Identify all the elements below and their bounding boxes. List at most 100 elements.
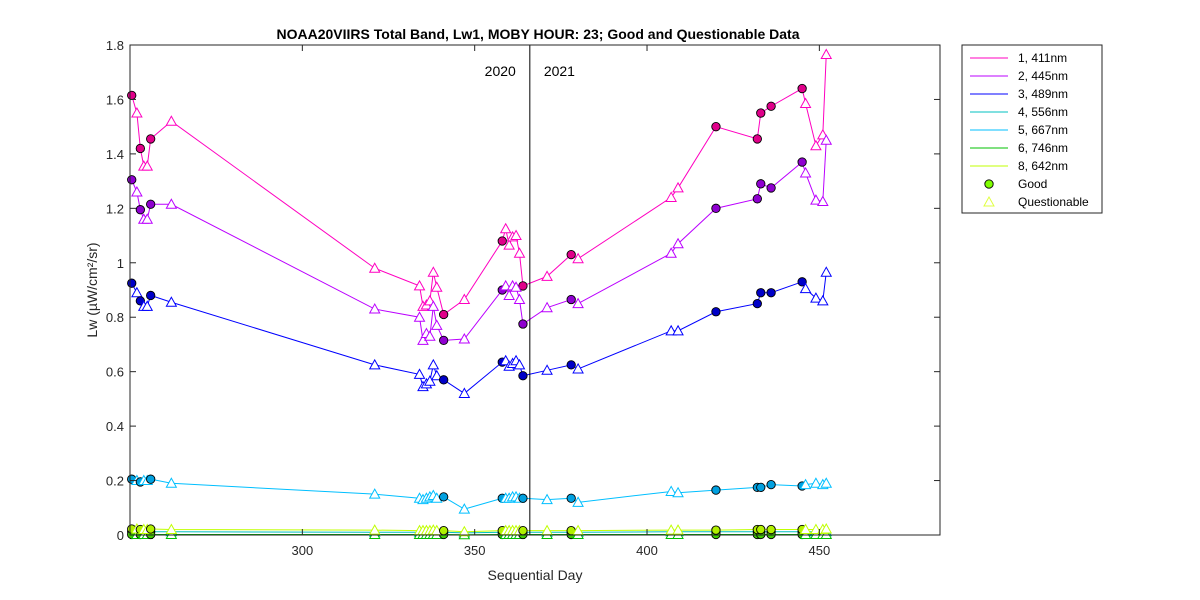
questionable-point [427, 358, 440, 370]
good-point [127, 90, 137, 101]
questionable-point [499, 222, 512, 234]
questionable-point [131, 286, 143, 298]
good-point [518, 371, 528, 381]
good-point [756, 108, 766, 118]
questionable-point [816, 195, 829, 207]
y-tick-label: 1 [117, 256, 124, 271]
questionable-point [665, 485, 677, 496]
good-point [135, 143, 145, 154]
y-tick-label: 1.8 [106, 38, 124, 53]
good-point [518, 319, 528, 329]
y-tick-label: 0.8 [106, 310, 124, 325]
good-point [797, 157, 807, 167]
questionable-point [458, 332, 471, 344]
good-point [518, 493, 528, 503]
good-point [711, 307, 721, 317]
questionable-point [413, 311, 426, 322]
good-point [797, 83, 807, 94]
legend-label-2: 2, 445nm [1018, 69, 1068, 83]
questionable-point [810, 194, 822, 205]
good-point [146, 474, 156, 484]
questionable-point [810, 139, 822, 151]
good-point [439, 375, 449, 385]
questionable-point [513, 293, 526, 305]
questionable-point [141, 160, 154, 171]
questionable-point [820, 522, 833, 534]
legend-items: 1, 411nm 2, 445nm 3, 489nm 4, 556nm 5, 667nm… [970, 51, 1089, 209]
questionable-point [799, 523, 812, 535]
questionable-point [165, 296, 178, 307]
y-tick-label: 1.4 [106, 147, 124, 162]
good-point [756, 288, 766, 298]
questionable-point [820, 48, 833, 60]
plot-area [130, 45, 940, 535]
good-point [146, 134, 156, 144]
questionable-point [541, 301, 553, 313]
good-point [566, 360, 576, 370]
good-point [756, 179, 766, 189]
legend-marker-questionable [983, 195, 995, 207]
questionable-point [368, 262, 381, 273]
questionable-point [499, 279, 512, 291]
legend-label-good: Good [1018, 177, 1047, 191]
good-point [711, 485, 721, 495]
x-tick-label: 300 [291, 543, 313, 558]
questionable-point [424, 330, 436, 341]
questionable-point [458, 387, 471, 398]
good-point [766, 479, 776, 490]
questionable-point [541, 270, 553, 281]
good-point [756, 482, 766, 493]
plot-frame [129, 44, 941, 536]
good-point [127, 278, 137, 288]
questionable-point [541, 493, 553, 505]
legend-label-3: 3, 489nm [1018, 87, 1068, 101]
good-point [766, 524, 776, 535]
questionable-point [424, 375, 436, 386]
y-tick-label: 0.2 [106, 474, 124, 489]
questionable-point [799, 478, 812, 490]
questionable-point [165, 477, 178, 488]
legend-label-6: 6, 746nm [1018, 141, 1068, 155]
questionable-point [820, 134, 833, 145]
questionable-point [799, 282, 812, 294]
chart-title: NOAA20VIIRS Total Band, Lw1, MOBY HOUR: … [277, 26, 800, 42]
questionable-point [799, 97, 812, 109]
good-point [518, 525, 528, 536]
questionable-point [820, 477, 833, 488]
good-point [127, 175, 137, 185]
questionable-point [368, 524, 381, 535]
questionable-point [513, 247, 526, 258]
good-point [766, 183, 776, 193]
questionable-point [131, 107, 143, 118]
legend: 1, 411nm 2, 445nm 3, 489nm 4, 556nm 5, 667nm… [961, 44, 1103, 214]
questionable-point [665, 324, 677, 336]
questionable-point [458, 503, 471, 514]
good-point [752, 134, 762, 144]
x-axis-label: Sequential Day [488, 567, 583, 583]
good-point [566, 249, 576, 260]
questionable-point [458, 525, 471, 537]
questionable-point [413, 368, 426, 379]
questionable-point [810, 477, 822, 488]
questionable-point [816, 294, 829, 306]
good-point [711, 122, 721, 132]
questionable-point [503, 239, 515, 250]
legend-label-1: 1, 411nm [1018, 51, 1067, 65]
questionable-point [572, 252, 584, 264]
questionable-point [810, 523, 822, 535]
questionable-point [572, 362, 584, 374]
good-point [497, 236, 507, 246]
y-tick-label: 0 [117, 528, 124, 543]
questionable-point [513, 358, 526, 370]
questionable-point [799, 166, 812, 178]
questionable-point [572, 297, 584, 309]
good-point [146, 524, 156, 534]
good-point [439, 525, 449, 536]
legend-label-5: 5, 667nm [1018, 123, 1068, 137]
x-tick-label: 350 [464, 543, 486, 558]
questionable-point [368, 303, 381, 314]
questionable-point [665, 191, 677, 202]
questionable-point [165, 523, 178, 535]
good-point [135, 205, 145, 215]
year-label-2021: 2021 [544, 63, 575, 79]
